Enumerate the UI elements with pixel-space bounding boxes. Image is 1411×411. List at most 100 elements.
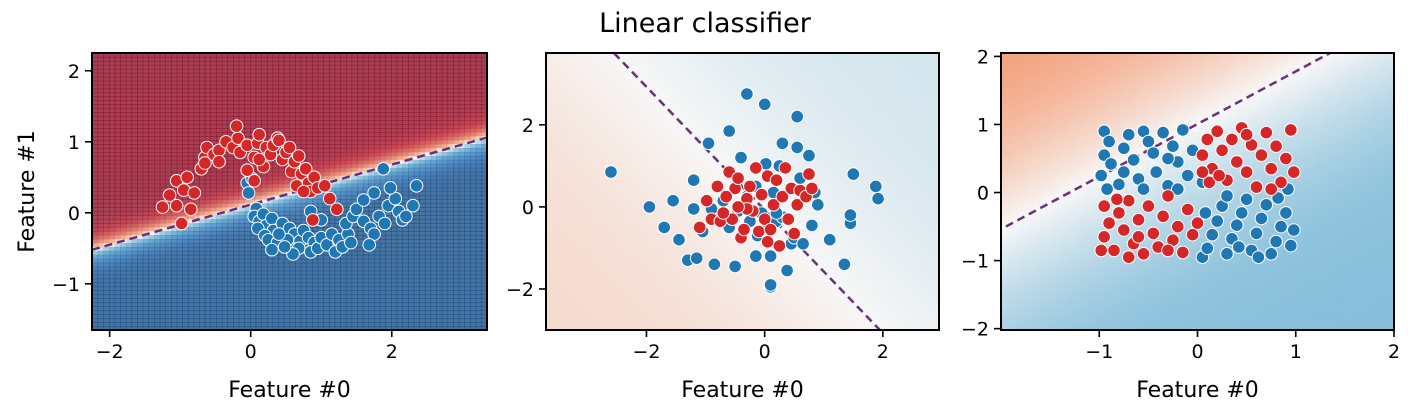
data-point [356,193,371,207]
decision-boundary-line [92,136,487,251]
series-class-1 [155,119,344,231]
data-point [1176,123,1190,137]
data-point [187,186,202,200]
data-point [1249,180,1264,194]
data-point [1210,214,1224,228]
decision-heatmap [1001,53,1394,330]
data-point [731,200,745,214]
data-point [1230,155,1244,169]
data-point [162,188,177,202]
data-point [707,257,722,272]
axes-frame [545,52,940,331]
data-point [1198,206,1213,220]
data-point [1215,143,1229,158]
data-point [689,251,704,266]
data-point [781,212,796,226]
data-point [604,165,618,179]
data-point [1279,151,1293,166]
data-point [1112,206,1126,220]
data-point [1121,193,1136,208]
data-point [802,148,816,163]
data-point [198,156,212,170]
x-tick-label: −1 [1085,341,1113,363]
data-point [212,154,226,169]
data-point [362,238,377,252]
data-point [1161,243,1175,258]
y-tick-label: 2 [68,61,80,83]
data-point [1279,206,1293,220]
x-tick-label: 2 [1388,341,1400,363]
data-point [241,186,256,200]
data-point [1195,148,1210,162]
data-point [277,240,292,254]
data-point [169,198,184,213]
data-point [1107,243,1121,258]
x-tick-label: 0 [245,341,257,363]
x-tick-label: 0 [1191,341,1203,363]
data-point [1117,141,1131,156]
data-point [802,167,816,181]
data-point [1149,165,1163,179]
data-point [731,171,745,185]
data-point [1220,189,1234,203]
data-point [763,249,778,263]
x-tick-label: −2 [632,341,660,363]
data-point [790,198,805,212]
data-point [719,189,734,204]
data-point [790,140,805,155]
y-tick-label: 1 [977,114,989,136]
data-point [1274,219,1288,234]
data-point [252,127,267,142]
data-point [1126,153,1141,167]
data-point [1254,148,1269,162]
data-point [1121,127,1136,142]
data-point [383,181,398,195]
y-tick-label: 2 [977,46,989,68]
data-point [692,220,707,235]
data-point [1239,192,1254,207]
x-axis-label: Feature #0 [681,378,804,403]
data-point [871,191,885,206]
data-point [796,237,810,251]
y-tick-label: 1 [68,132,80,154]
x-tick-label: −2 [96,341,124,363]
data-point [805,181,819,196]
y-tick-label: −1 [52,274,80,296]
x-axis-label: Feature #0 [1136,378,1259,403]
data-point [318,179,332,193]
data-point [1190,216,1205,230]
data-point [775,136,790,151]
data-point [1205,227,1219,242]
data-point [344,235,358,250]
data-point [1171,219,1185,234]
data-point [1210,124,1224,139]
data-point [1284,123,1298,137]
data-point [790,109,805,124]
data-point [1202,175,1217,190]
data-point [752,224,766,239]
data-point [734,150,748,165]
data-point [1185,227,1200,242]
data-point [757,212,772,226]
data-point [1200,241,1215,256]
data-point [367,186,381,200]
data-point [1097,230,1111,244]
data-point [282,140,297,155]
decision-boundary-line [613,53,881,330]
subplot-moons: −2 0 2 −1 0 1 2 Feature #0 Feature #1 [15,52,488,403]
data-point [837,257,852,272]
series-class-1 [692,161,819,253]
data-point [399,209,413,224]
data-point [811,198,825,212]
axes-frame [91,52,488,331]
series-class-0 [1094,123,1301,265]
series-class-1 [1094,121,1301,265]
data-point [743,179,757,194]
y-tick-label: 0 [68,203,80,225]
data-point [1274,175,1288,190]
data-point [1161,189,1175,203]
x-tick-label: 2 [386,341,398,363]
data-point [247,174,261,188]
x-tick-label: 0 [759,341,771,363]
